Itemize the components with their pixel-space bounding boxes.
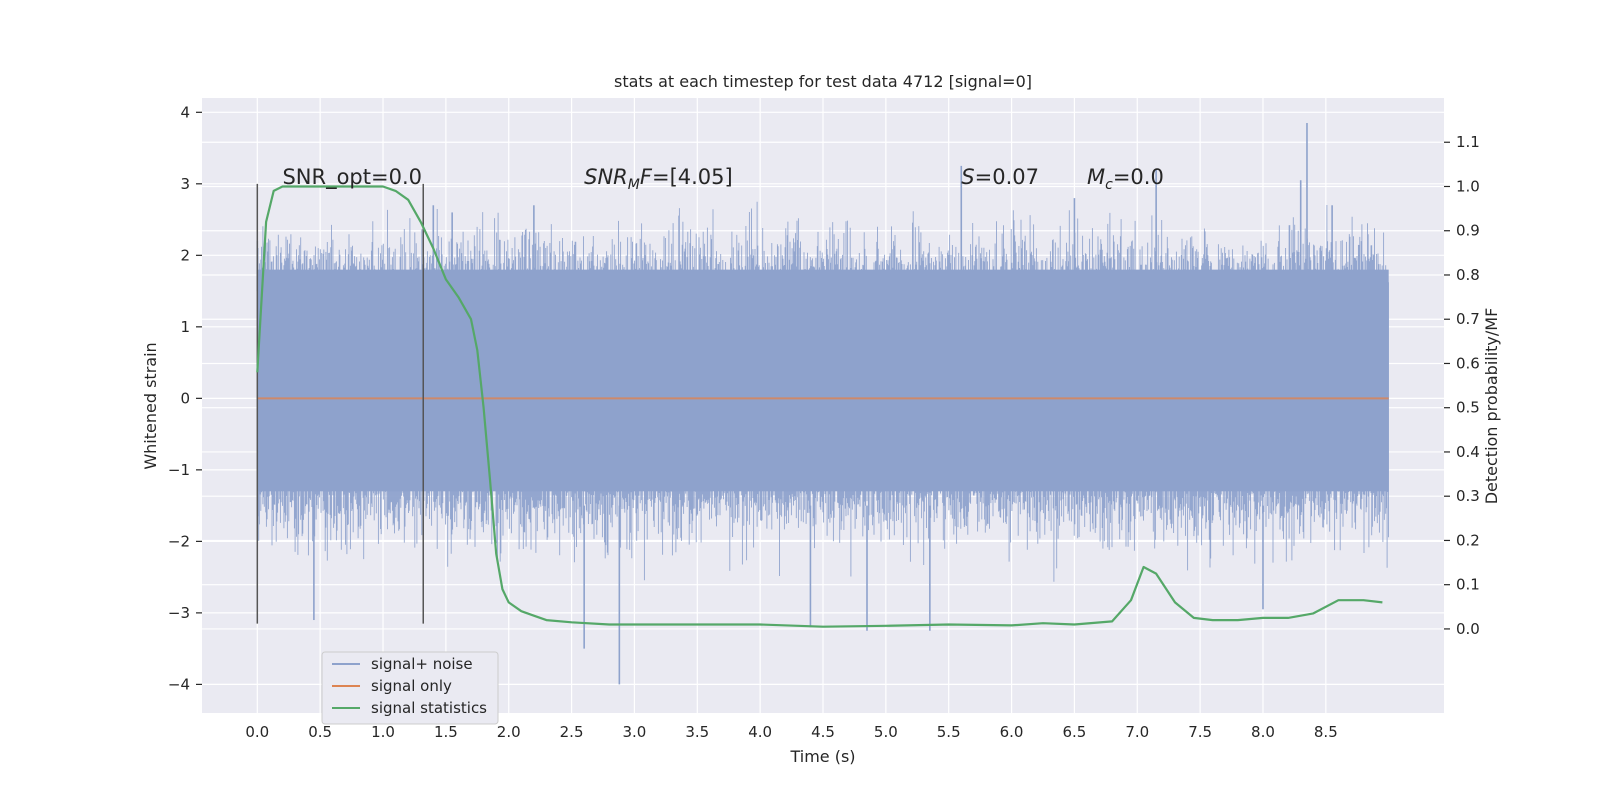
annotation-mc: Mc=0.0	[1087, 165, 1164, 193]
y2-tick-label-2: 0.9	[1456, 222, 1480, 240]
y2-tick-label-5: 0.6	[1456, 354, 1480, 372]
annotation-s: S=0.07	[961, 165, 1039, 189]
annotation-s-symbol: S	[961, 165, 974, 189]
annotation-snr-mf: SNRMF=[4.05]	[584, 165, 733, 193]
chart-title: stats at each timestep for test data 471…	[614, 72, 1032, 91]
annotation-s-value: =0.07	[975, 165, 1039, 189]
y2-axis-ticks: 1.1 1.0 0.9 0.8 0.7 0.6 0.5 0.4 0.3 0.2 0.1 0.0	[1444, 133, 1480, 638]
x-tick-label-3: 1.5	[434, 723, 458, 741]
y-axis-ticks: 4 3 2 1 0 −1 −2 −3 −4	[168, 103, 202, 693]
annotation-snr-mf-main: SNR	[584, 165, 628, 189]
y-tick-label-0: 4	[180, 103, 190, 121]
annotation-snr-mf-sub: M	[628, 177, 640, 193]
annotation-mc-value: =0.0	[1113, 165, 1164, 189]
y2-tick-label-0: 1.1	[1456, 133, 1480, 151]
y2-tick-label-7: 0.4	[1456, 443, 1480, 461]
x-tick-label-8: 4.0	[748, 723, 772, 741]
y2-tick-label-1: 1.0	[1456, 177, 1480, 195]
x-tick-label-7: 3.5	[685, 723, 709, 741]
legend-box	[321, 651, 499, 725]
annotation-snr-mf-value: =[4.05]	[652, 165, 733, 189]
x-tick-label-17: 8.5	[1314, 723, 1338, 741]
legend: signal+ noise signal only signal statist…	[321, 651, 499, 725]
annotation-mc-sub: c	[1105, 177, 1113, 193]
x-axis-label: Time (s)	[789, 747, 855, 766]
y2-tick-label-9: 0.2	[1456, 531, 1480, 549]
y2-tick-label-4: 0.7	[1456, 310, 1480, 328]
x-tick-label-13: 6.5	[1062, 723, 1086, 741]
y2-tick-label-10: 0.1	[1456, 576, 1480, 594]
x-tick-label-9: 4.5	[811, 723, 835, 741]
annotation-mc-symbol: M	[1087, 165, 1105, 189]
y-tick-label-1: 3	[180, 175, 190, 193]
y-tick-label-4: 0	[180, 389, 190, 407]
x-tick-label-11: 5.5	[937, 723, 961, 741]
vertical-markers	[256, 183, 424, 624]
y-tick-label-7: −3	[168, 604, 190, 622]
annotation-snr-opt: SNR_opt=0.0	[282, 165, 422, 190]
annotations: SNR_opt=0.0 SNRMF=[4.05] S=0.07 Mc=0.0	[282, 165, 1163, 193]
y-tick-label-3: 1	[180, 318, 190, 336]
y-axis-label: Whitened strain	[141, 342, 160, 469]
y2-tick-label-11: 0.0	[1456, 620, 1480, 638]
y2-axis-label: Detection probability/MF	[1482, 308, 1501, 505]
x-tick-label-6: 3.0	[623, 723, 647, 741]
x-tick-label-16: 8.0	[1251, 723, 1275, 741]
x-tick-label-4: 2.0	[497, 723, 521, 741]
x-tick-label-15: 7.5	[1188, 723, 1212, 741]
series-signal-statistics	[256, 185, 1383, 628]
legend-label-stats: signal statistics	[371, 699, 487, 717]
y-tick-label-8: −4	[168, 675, 190, 693]
annotation-snr-mf-f: F	[640, 165, 653, 189]
series-signal-plus-noise	[256, 123, 1389, 685]
y2-tick-label-6: 0.5	[1456, 399, 1480, 417]
x-tick-label-0: 0.0	[245, 723, 269, 741]
y-tick-label-6: −2	[168, 532, 190, 550]
stats-line	[256, 185, 1383, 628]
noise-core-band	[257, 269, 1389, 492]
y-tick-label-2: 2	[180, 246, 190, 264]
x-tick-label-10: 5.0	[874, 723, 898, 741]
x-tick-label-5: 2.5	[560, 723, 584, 741]
y2-tick-label-8: 0.3	[1456, 487, 1480, 505]
x-tick-label-1: 0.5	[308, 723, 332, 741]
legend-label-signal: signal only	[371, 677, 452, 695]
legend-label-noise: signal+ noise	[371, 655, 473, 673]
y-tick-label-5: −1	[168, 461, 190, 479]
x-tick-label-2: 1.0	[371, 723, 395, 741]
x-axis-ticks: 0.0 0.5 1.0 1.5 2.0 2.5 3.0 3.5 4.0 4.5 5.0 5.5 6.0 6…	[245, 723, 1337, 741]
x-tick-label-14: 7.0	[1125, 723, 1149, 741]
y2-tick-label-3: 0.8	[1456, 266, 1480, 284]
x-tick-label-12: 6.0	[1000, 723, 1024, 741]
